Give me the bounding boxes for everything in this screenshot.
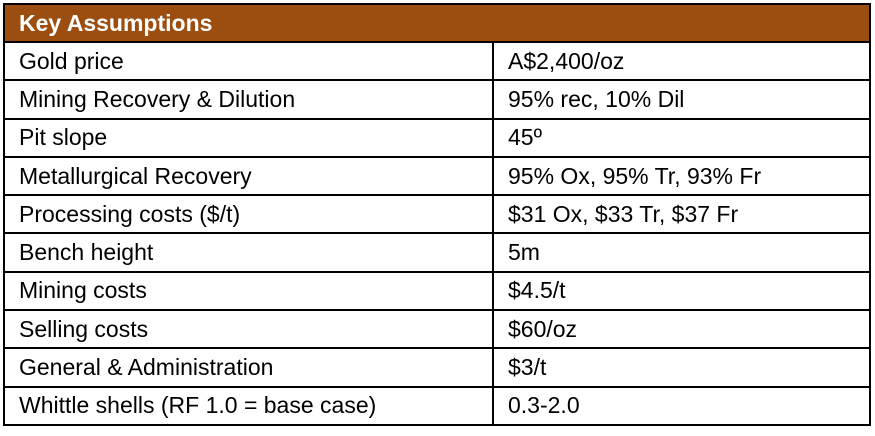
key-assumptions-table-container: Key Assumptions Gold price A$2,400/oz Mi… (2, 3, 872, 426)
row-value: A$2,400/oz (491, 40, 872, 82)
row-label: General & Administration (3, 347, 494, 388)
table-row: Mining costs $4.5/t (3, 270, 872, 312)
row-value: 0.3-2.0 (491, 385, 872, 426)
row-value: $3/t (491, 347, 872, 388)
table-row: General & Administration $3/t (3, 347, 872, 388)
table-row: Processing costs ($/t) $31 Ox, $33 Tr, $… (3, 194, 872, 235)
row-label: Whittle shells (RF 1.0 = base case) (3, 385, 494, 426)
table-row: Selling costs $60/oz (3, 309, 872, 350)
table-row: Pit slope 45º (3, 117, 872, 158)
row-label: Gold price (3, 40, 494, 82)
row-value: $60/oz (491, 309, 872, 350)
row-value: 95% rec, 10% Dil (491, 79, 872, 120)
row-label: Selling costs (3, 309, 494, 350)
table-row: Bench height 5m (3, 232, 872, 273)
row-label: Processing costs ($/t) (3, 194, 494, 235)
row-label: Metallurgical Recovery (3, 155, 494, 197)
table-title: Key Assumptions (2, 3, 872, 43)
row-value: 95% Ox, 95% Tr, 93% Fr (491, 155, 872, 197)
row-value: 5m (491, 232, 872, 273)
table-row: Metallurgical Recovery 95% Ox, 95% Tr, 9… (3, 155, 872, 197)
row-label: Bench height (3, 232, 494, 273)
table-row: Mining Recovery & Dilution 95% rec, 10% … (3, 79, 872, 120)
table-row: Whittle shells (RF 1.0 = base case) 0.3-… (3, 385, 872, 426)
row-value: 45º (491, 117, 872, 158)
table-row: Gold price A$2,400/oz (3, 40, 872, 82)
row-label: Mining costs (3, 270, 494, 312)
table-header-row: Key Assumptions (2, 3, 872, 43)
row-label: Mining Recovery & Dilution (3, 79, 494, 120)
key-assumptions-table: Key Assumptions Gold price A$2,400/oz Mi… (2, 3, 872, 426)
row-value: $4.5/t (491, 270, 872, 312)
row-value: $31 Ox, $33 Tr, $37 Fr (491, 194, 872, 235)
row-label: Pit slope (3, 117, 494, 158)
